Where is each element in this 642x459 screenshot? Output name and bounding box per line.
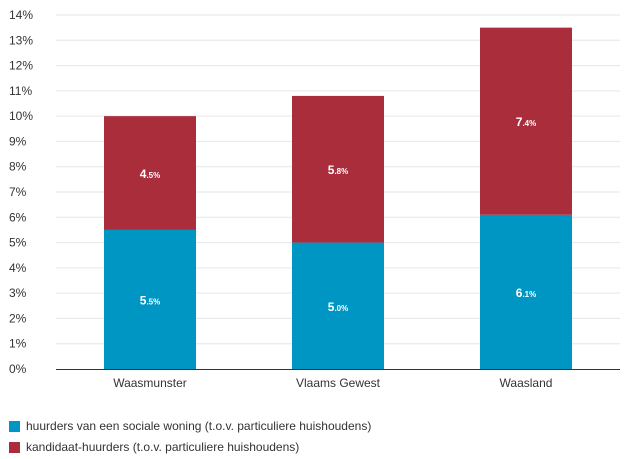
y-tick-label: 3% — [9, 286, 27, 300]
legend-item-kandidaat-huurders[interactable]: kandidaat-huurders (t.o.v. particuliere … — [9, 438, 371, 456]
y-tick-label: 8% — [9, 160, 27, 174]
data-label: 7.4% — [516, 115, 536, 129]
legend-item-sociale-huurders[interactable]: huurders van een sociale woning (t.o.v. … — [9, 417, 371, 435]
bar-segment-sociale-huurders[interactable] — [480, 214, 572, 369]
y-tick-label: 2% — [9, 311, 27, 325]
x-axis-ticks: Waasmunster Vlaams Gewest Waasland — [113, 376, 552, 390]
y-tick-label: 14% — [9, 8, 33, 22]
y-tick-label: 6% — [9, 210, 27, 224]
stacked-bar-chart: 0% 1% 2% 3% 4% 5% 6% 7% 8% 9% 10% 11% 12% 13% 14% 5.5%… — [9, 8, 620, 390]
data-label: 5.8% — [328, 163, 348, 177]
y-tick-label: 0% — [9, 362, 27, 376]
data-label: 5.5% — [140, 293, 160, 307]
y-tick-label: 4% — [9, 261, 27, 275]
data-labels: 5.5% 4.5% 5.0% 5.8% 6.1% 7.4% — [140, 115, 536, 314]
legend-swatch-kandidaat-huurders — [9, 441, 20, 453]
data-label: 5.0% — [328, 300, 348, 314]
data-label: 6.1% — [516, 286, 536, 300]
bar-segment-kandidaat-huurders[interactable] — [480, 27, 572, 215]
y-tick-label: 11% — [9, 84, 32, 98]
x-tick-label: Waasland — [500, 376, 553, 390]
y-tick-label: 5% — [9, 236, 27, 250]
y-tick-label: 9% — [9, 134, 27, 148]
legend: huurders van een sociale woning (t.o.v. … — [9, 417, 371, 459]
y-axis-ticks: 0% 1% 2% 3% 4% 5% 6% 7% 8% 9% 10% 11% 12% 13% 14% — [9, 8, 33, 376]
bar-segment-kandidaat-huurders[interactable] — [292, 95, 384, 243]
y-tick-label: 7% — [9, 185, 27, 199]
y-tick-label: 12% — [9, 59, 33, 73]
bars — [104, 27, 572, 369]
bar-segment-sociale-huurders[interactable] — [292, 242, 384, 369]
legend-label-sociale-huurders: huurders van een sociale woning (t.o.v. … — [26, 419, 372, 433]
data-label: 4.5% — [140, 167, 160, 181]
y-tick-label: 13% — [9, 33, 33, 47]
legend-swatch-sociale-huurders — [9, 420, 20, 432]
y-tick-label: 10% — [9, 109, 33, 123]
x-tick-label: Waasmunster — [113, 376, 187, 390]
y-tick-label: 1% — [9, 337, 27, 351]
legend-label-kandidaat-huurders: kandidaat-huurders (t.o.v. particuliere … — [26, 440, 300, 454]
x-tick-label: Vlaams Gewest — [296, 376, 381, 390]
bar-segment-sociale-huurders[interactable] — [104, 229, 196, 369]
bar-segment-kandidaat-huurders[interactable] — [104, 116, 196, 230]
